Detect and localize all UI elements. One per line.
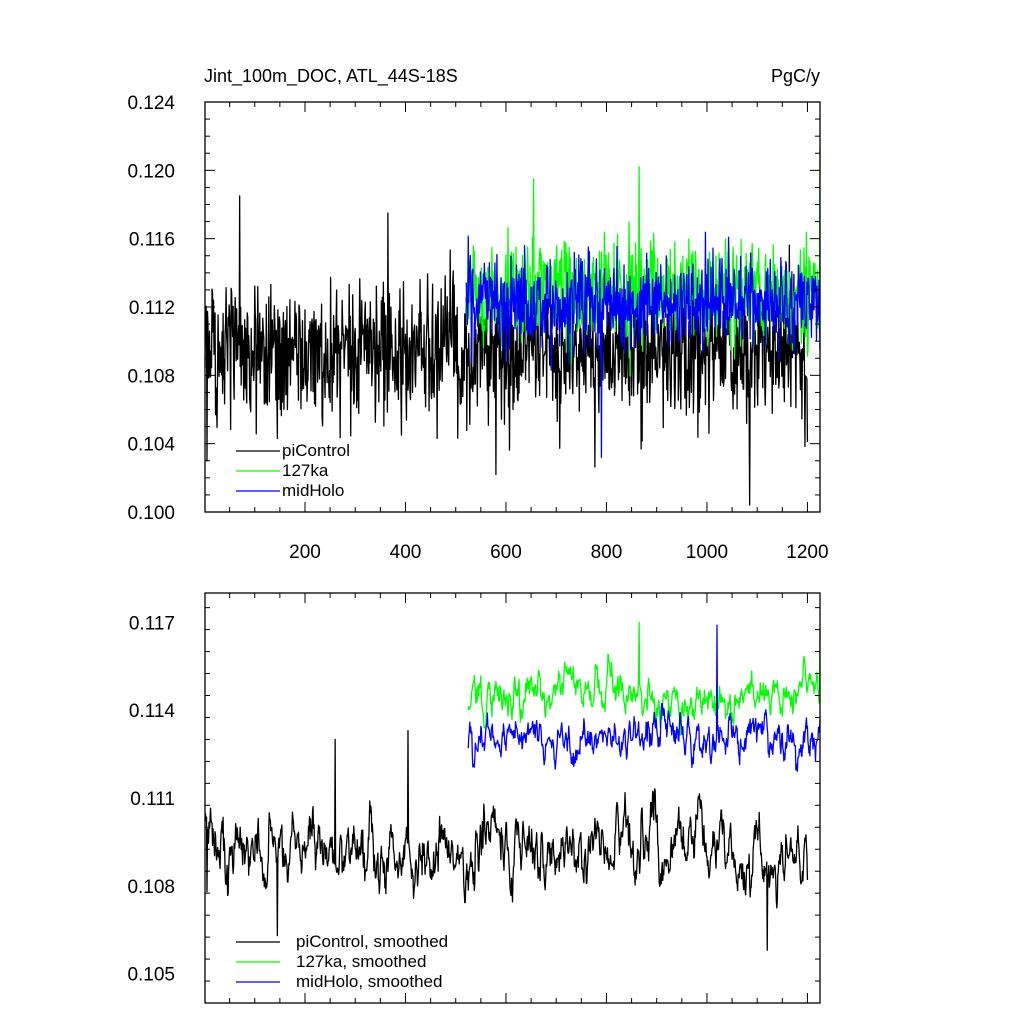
bottom-y-tick-label: 0.108 <box>127 877 175 898</box>
top-y-tick-label: 0.104 <box>127 435 175 456</box>
top-series-line-1 <box>204 195 809 506</box>
bottom-panel: 0.105 0.108 0.111 0.114 0.117 piControl, smo… <box>127 592 821 1004</box>
top-panel: Jint_100m_DOC, ATL_44S-18S PgC/y 200 400 6… <box>127 66 828 563</box>
top-axes: 200 400 600 800 1000 1200 0.100 0.104 0.108 0.112… <box>127 93 828 563</box>
top-y-tick-label: 0.100 <box>127 503 175 524</box>
top-x-tick-label: 1000 <box>686 542 728 563</box>
top-y-tick-label: 0.112 <box>129 298 175 319</box>
legend-label-midholo-smoothed: midHolo, smoothed <box>296 972 442 991</box>
bottom-plot-frame <box>204 592 821 1004</box>
bottom-legend: piControl, smoothed 127ka, smoothed midH… <box>236 932 448 991</box>
legend-label-picontrol: piControl <box>282 441 350 460</box>
top-y-tick-label: 0.124 <box>127 93 175 114</box>
top-y-tick-label: 0.116 <box>129 230 175 251</box>
top-series-line-3 <box>465 231 821 458</box>
top-legend: piControl 127ka midHolo <box>236 441 350 500</box>
bottom-y-tick-label: 0.117 <box>129 613 175 634</box>
legend-label-picontrol-smoothed: piControl, smoothed <box>296 932 448 951</box>
top-y-tick-label: 0.120 <box>127 161 175 182</box>
top-title-left: Jint_100m_DOC, ATL_44S-18S <box>204 66 458 87</box>
bottom-y-tick-label: 0.105 <box>127 965 175 986</box>
top-x-tick-label: 800 <box>591 542 623 563</box>
top-series-group <box>204 148 821 506</box>
bottom-series-line-1 <box>204 729 809 951</box>
top-y-tick-label: 0.108 <box>127 366 175 387</box>
bottom-series-group <box>204 621 821 951</box>
top-x-tick-label: 200 <box>289 542 321 563</box>
top-x-tick-label: 1200 <box>786 542 828 563</box>
bottom-axes: 0.105 0.108 0.111 0.114 0.117 <box>127 592 821 1004</box>
bottom-series-line-3 <box>467 624 821 772</box>
legend-label-midholo: midHolo <box>282 481 344 500</box>
bottom-y-tick-label: 0.111 <box>130 789 175 810</box>
bottom-series-line-2 <box>467 621 821 736</box>
top-x-tick-label: 600 <box>490 542 522 563</box>
legend-label-127ka: 127ka <box>282 461 329 480</box>
legend-label-127ka-smoothed: 127ka, smoothed <box>296 952 426 971</box>
top-title-right: PgC/y <box>771 66 820 86</box>
bottom-y-tick-label: 0.114 <box>129 701 176 722</box>
top-x-tick-label: 400 <box>390 542 422 563</box>
